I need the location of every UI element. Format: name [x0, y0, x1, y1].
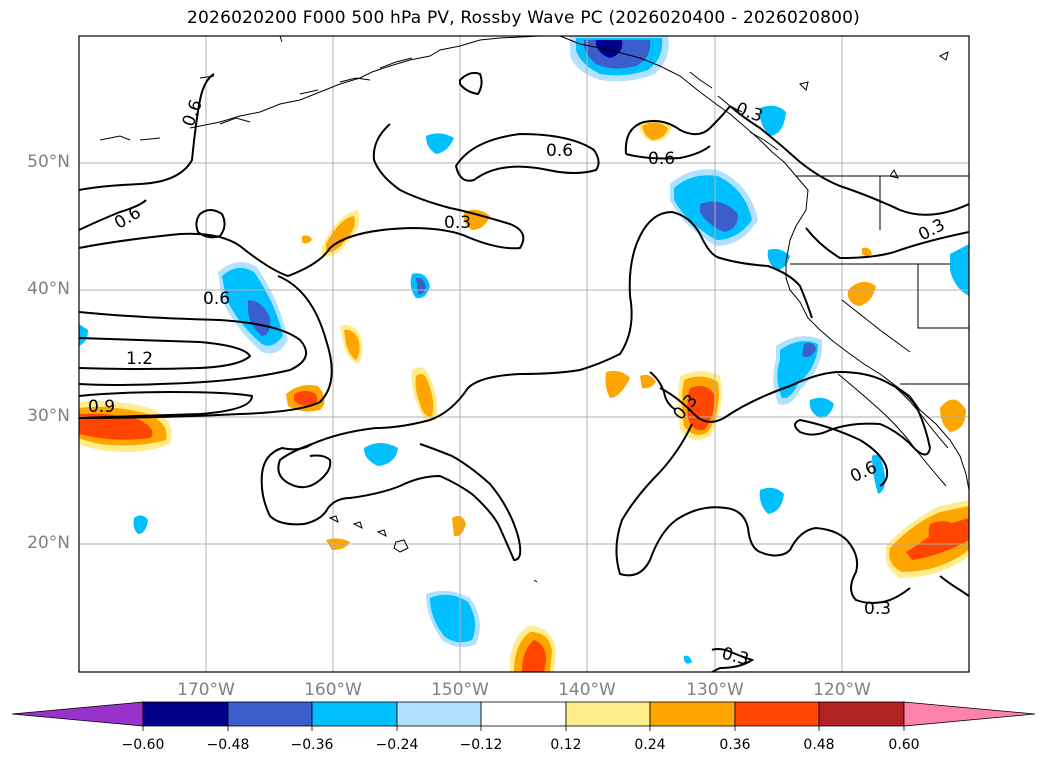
colorbar	[11, 701, 1036, 731]
colorbar-tick-label: 0.48	[803, 737, 835, 753]
colorbar-segment	[396, 701, 482, 727]
coastlines	[99, 36, 969, 583]
pv-contours	[79, 71, 969, 672]
colorbar-extend-low	[11, 701, 144, 727]
lat-label: 30°N	[27, 406, 70, 426]
lon-label: 140°W	[558, 680, 616, 700]
colorbar-tick-label: 0.36	[719, 737, 751, 753]
lat-label: 20°N	[27, 533, 70, 553]
colorbar-segment	[649, 701, 736, 727]
colorbar-tick-label: 0.12	[550, 737, 582, 753]
map-title: 2026020200 F000 500 hPa PV, Rossby Wave …	[187, 8, 860, 28]
colorbar-tick-label: 0.60	[888, 737, 920, 753]
lon-label: 120°W	[813, 680, 871, 700]
colorbar-extend-high	[903, 701, 1036, 727]
colorbar-segment	[311, 701, 398, 727]
colorbar-tick-label: 0.24	[634, 737, 666, 753]
colorbar-tick-label: −0.48	[206, 737, 250, 753]
contour-label: 0.6	[648, 149, 675, 169]
lat-label: 40°N	[27, 279, 70, 299]
map-area	[79, 36, 969, 672]
colorbar-segment	[734, 701, 820, 727]
contour-label: 0.6	[203, 289, 230, 309]
lat-label: 50°N	[27, 152, 70, 172]
contour-label: 0.3	[444, 213, 471, 233]
lon-label: 130°W	[686, 680, 744, 700]
lon-label: 160°W	[304, 680, 362, 700]
colorbar-tick-label: −0.24	[375, 737, 419, 753]
contour-label: 0.6	[546, 141, 573, 161]
colorbar-segment	[480, 701, 567, 727]
lon-label: 170°W	[177, 680, 235, 700]
colorbar-tick-label: −0.36	[290, 737, 334, 753]
map-frame	[78, 35, 970, 673]
contour-label: 1.2	[126, 349, 153, 369]
colorbar-tick-label: −0.60	[121, 737, 165, 753]
colorbar-segment	[227, 701, 313, 727]
contour-label: 0.9	[88, 397, 115, 417]
colorbar-tick-label: −0.12	[459, 737, 503, 753]
lon-label: 150°W	[431, 680, 489, 700]
colorbar-segment	[142, 701, 229, 727]
colorbar-segment	[565, 701, 651, 727]
graticule	[79, 36, 969, 672]
colorbar-segment	[818, 701, 905, 727]
contour-label: 0.3	[864, 599, 891, 619]
